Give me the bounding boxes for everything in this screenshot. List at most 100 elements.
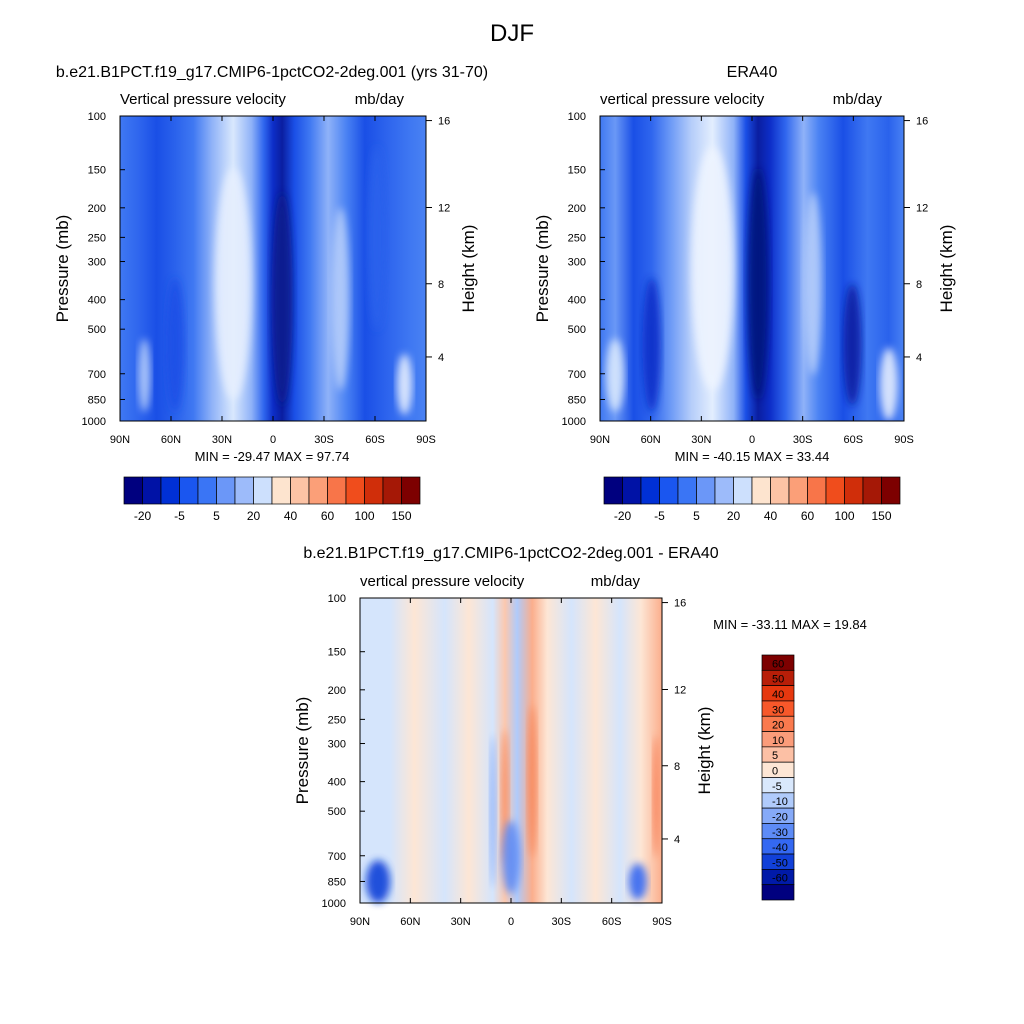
colorbar-swatch [290,476,310,505]
colorbar-swatch [714,476,734,505]
x-tick-label: 90N [110,434,130,446]
y-right-tick-label: 4 [916,352,922,364]
colorbar-tick-label: -10 [772,796,788,808]
colorbar-tick-label: 30 [772,704,784,716]
contour-cell [747,167,769,400]
y-tick-label: 200 [88,203,106,215]
y-right-tick-label: 16 [438,116,450,128]
contour-cell [628,863,647,900]
min-max-stats: MIN = -29.47 MAX = 97.74 [195,449,350,464]
contour-cell [489,735,496,888]
x-tick-label: 90S [652,916,672,928]
colorbar-swatch [788,476,808,505]
y-axis-label: Pressure (mb) [293,697,312,805]
y-tick-label: 500 [568,324,586,336]
x-tick-label: 90N [350,916,370,928]
contour-cell [165,277,185,412]
colorbar-tick-label: -30 [772,827,788,839]
y-tick-label: 850 [568,394,586,406]
colorbar-tick-label: -5 [654,509,665,523]
y-tick-label: 400 [568,295,586,307]
x-tick-label: 60S [602,916,622,928]
colorbar-swatch [733,476,753,505]
panel-title: ERA40 [727,64,778,81]
y-right-axis-label: Height (km) [937,225,956,313]
colorbar-swatch [677,476,697,505]
y-tick-label: 250 [88,232,106,244]
colorbar-tick-label: 100 [354,509,374,523]
x-tick-label: 30S [793,434,813,446]
x-tick-label: 60N [161,434,181,446]
colorbar-tick-label: 150 [391,509,411,523]
colorbar-tick-label: 40 [772,689,784,701]
y-right-axis-label: Height (km) [695,707,714,795]
y-tick-label: 100 [328,593,346,605]
y-tick-label: 150 [568,165,586,177]
y-tick-label: 400 [328,777,346,789]
colorbar-swatch [844,476,864,505]
colorbar-swatch [696,476,716,505]
y-tick-label: 400 [88,295,106,307]
colorbar-swatch [382,476,402,505]
colorbar-swatch [751,476,771,505]
contour-cell [271,192,293,406]
panel-subtitle-left: vertical pressure velocity [360,573,525,590]
y-tick-label: 100 [568,111,586,123]
y-right-tick-label: 4 [674,834,680,846]
y-tick-label: 300 [568,257,586,269]
y-tick-label: 1000 [322,898,346,910]
contour-cell [138,338,151,412]
colorbar-tick-label: 20 [727,509,741,523]
colorbar-swatch [603,476,623,505]
y-right-tick-label: 16 [916,116,928,128]
contour-cell [367,146,387,330]
panel-title: b.e21.B1PCT.f19_g17.CMIP6-1pctCO2-2deg.0… [56,64,488,81]
colorbar-tick-label: 60 [772,658,784,670]
colorbar-swatch [197,476,217,505]
colorbar-swatch [345,476,365,505]
panel-title: b.e21.B1PCT.f19_g17.CMIP6-1pctCO2-2deg.0… [303,545,718,562]
panel-subtitle-left: Vertical pressure velocity [120,91,286,108]
colorbar-tick-label: -60 [772,873,788,885]
colorbar-tick-label: -20 [614,509,632,523]
x-tick-label: 30S [552,916,572,928]
colorbar-swatch [271,476,291,505]
y-tick-label: 700 [88,369,106,381]
y-tick-label: 850 [328,876,346,888]
contour-cell [366,860,391,904]
colorbar-tick-label: 10 [772,735,784,747]
y-right-axis-label: Height (km) [459,225,478,313]
contour-cell [331,207,350,391]
colorbar-tick-label: 150 [871,509,891,523]
y-tick-label: 100 [88,111,106,123]
x-tick-label: 0 [749,434,755,446]
y-tick-label: 700 [568,369,586,381]
colorbar-tick-label: 100 [834,509,854,523]
contour-cell [691,146,734,391]
y-tick-label: 500 [88,324,106,336]
colorbar-tick-label: 50 [772,674,784,686]
contour-cell [843,283,862,406]
contour-cell [396,353,413,415]
colorbar-tick-label: -20 [772,811,788,823]
x-tick-label: 60N [641,434,661,446]
colorbar-swatch [364,476,384,505]
colorbar-swatch [308,476,328,505]
colorbar-swatch [401,476,421,505]
y-axis-label: Pressure (mb) [533,215,552,323]
y-tick-label: 1000 [562,416,586,428]
y-right-tick-label: 12 [438,203,450,215]
panel-subtitle-right: mb/day [591,573,641,590]
contour-cell [214,167,252,400]
y-tick-label: 250 [328,714,346,726]
y-tick-label: 1000 [82,416,106,428]
x-tick-label: 60S [844,434,864,446]
x-tick-label: 30N [691,434,711,446]
y-tick-label: 850 [88,394,106,406]
colorbar-swatch [881,476,901,505]
colorbar-tick-label: 60 [801,509,815,523]
x-tick-label: 90S [416,434,436,446]
panel-subtitle-right: mb/day [833,91,883,108]
x-tick-label: 90N [590,434,610,446]
